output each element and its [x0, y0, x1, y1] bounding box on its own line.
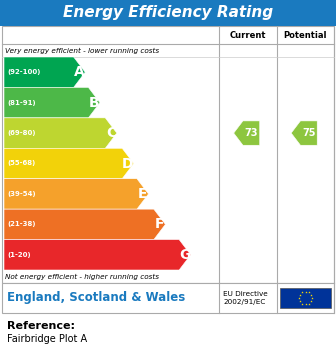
- Text: Fairbridge Plot A: Fairbridge Plot A: [7, 334, 87, 344]
- Text: Current: Current: [230, 31, 266, 39]
- Text: (69-80): (69-80): [7, 130, 36, 136]
- Text: (81-91): (81-91): [7, 100, 36, 106]
- Polygon shape: [291, 121, 317, 145]
- Polygon shape: [4, 179, 149, 209]
- Text: (39-54): (39-54): [7, 191, 36, 197]
- Polygon shape: [4, 148, 134, 179]
- Text: Potential: Potential: [284, 31, 327, 39]
- Text: (92-100): (92-100): [7, 69, 40, 75]
- Text: Very energy efficient - lower running costs: Very energy efficient - lower running co…: [5, 48, 159, 54]
- Text: Not energy efficient - higher running costs: Not energy efficient - higher running co…: [5, 273, 159, 279]
- Text: England, Scotland & Wales: England, Scotland & Wales: [7, 291, 185, 305]
- Polygon shape: [4, 57, 85, 87]
- Text: 73: 73: [245, 128, 258, 138]
- Text: F: F: [155, 217, 164, 231]
- Text: 2002/91/EC: 2002/91/EC: [223, 299, 265, 305]
- Text: B: B: [89, 95, 99, 110]
- Text: 75: 75: [302, 128, 316, 138]
- Text: G: G: [179, 248, 191, 262]
- Polygon shape: [4, 87, 100, 118]
- Text: (55-68): (55-68): [7, 160, 35, 166]
- Polygon shape: [4, 118, 117, 148]
- Bar: [280, 288, 331, 308]
- Polygon shape: [4, 209, 165, 240]
- Text: EU Directive: EU Directive: [223, 291, 268, 297]
- Bar: [2, 26, 334, 283]
- Text: (21-38): (21-38): [7, 222, 36, 227]
- Bar: [2, 283, 334, 313]
- Text: (1-20): (1-20): [7, 252, 31, 258]
- Polygon shape: [234, 121, 260, 145]
- Bar: [0, 0, 336, 26]
- Polygon shape: [4, 240, 191, 270]
- Text: C: C: [106, 126, 116, 140]
- Text: Reference:: Reference:: [7, 321, 75, 331]
- Text: Energy Efficiency Rating: Energy Efficiency Rating: [63, 5, 273, 21]
- Text: A: A: [74, 65, 85, 79]
- Text: D: D: [122, 157, 134, 170]
- Text: E: E: [138, 187, 148, 201]
